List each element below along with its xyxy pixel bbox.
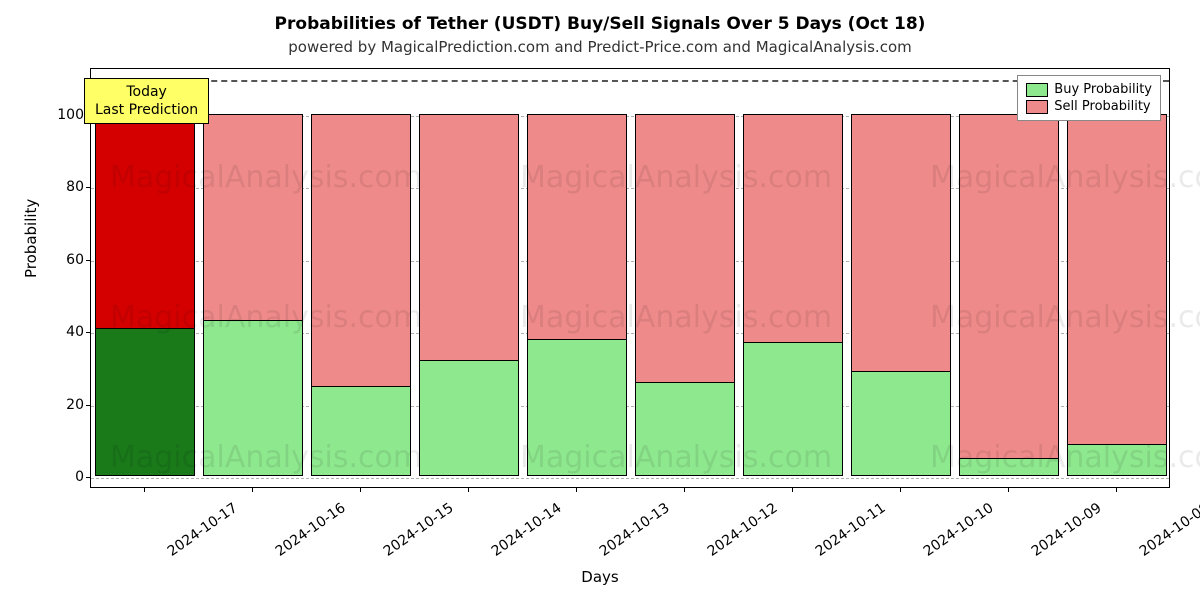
x-tick-mark: [468, 488, 469, 492]
x-tick-label: 2024-10-13: [597, 500, 673, 560]
buy-bar: [743, 342, 842, 476]
legend-item: Sell Probability: [1026, 98, 1152, 115]
y-tick-label: 60: [54, 252, 84, 268]
x-axis-label: Days: [0, 568, 1200, 586]
y-tick-label: 80: [54, 179, 84, 195]
sell-bar: [1067, 114, 1166, 476]
gridline: [91, 478, 1169, 479]
x-tick-mark: [1116, 488, 1117, 492]
legend-label: Sell Probability: [1054, 99, 1150, 114]
x-tick-label: 2024-10-14: [489, 500, 565, 560]
today-line2: Last Prediction: [95, 101, 198, 119]
legend-label: Buy Probability: [1054, 82, 1152, 97]
x-tick-mark: [576, 488, 577, 492]
y-tick-label: 0: [54, 469, 84, 485]
x-tick-label: 2024-10-12: [705, 500, 781, 560]
legend-item: Buy Probability: [1026, 81, 1152, 98]
buy-bar: [635, 382, 734, 476]
chart-title: Probabilities of Tether (USDT) Buy/Sell …: [0, 0, 1200, 34]
x-tick-mark: [360, 488, 361, 492]
x-tick-mark: [144, 488, 145, 492]
y-tick-mark: [86, 477, 90, 478]
today-line1: Today: [95, 83, 198, 101]
x-tick-label: 2024-10-15: [381, 500, 457, 560]
legend-swatch: [1026, 100, 1048, 114]
today-annotation: TodayLast Prediction: [84, 78, 209, 124]
y-tick-mark: [86, 260, 90, 261]
y-tick-label: 20: [54, 397, 84, 413]
chart-subtitle: powered by MagicalPrediction.com and Pre…: [0, 34, 1200, 56]
x-tick-label: 2024-10-08: [1137, 500, 1200, 560]
buy-bar: [1067, 444, 1166, 477]
x-tick-label: 2024-10-10: [921, 500, 997, 560]
x-tick-mark: [252, 488, 253, 492]
x-tick-label: 2024-10-16: [273, 500, 349, 560]
y-tick-mark: [86, 405, 90, 406]
max-reference-line: [91, 80, 1169, 82]
x-tick-mark: [684, 488, 685, 492]
y-tick-mark: [86, 187, 90, 188]
legend-swatch: [1026, 83, 1048, 97]
x-tick-mark: [1008, 488, 1009, 492]
plot-area: Buy Probability Sell Probability: [90, 68, 1170, 488]
legend: Buy Probability Sell Probability: [1017, 75, 1161, 121]
x-tick-mark: [900, 488, 901, 492]
buy-bar: [311, 386, 410, 477]
buy-bar: [851, 371, 950, 476]
x-tick-label: 2024-10-11: [813, 500, 889, 560]
buy-bar: [527, 339, 626, 477]
y-tick-label: 100: [54, 107, 84, 123]
y-tick-mark: [86, 332, 90, 333]
y-axis-label: Probability: [22, 199, 40, 278]
buy-bar: [959, 458, 1058, 476]
y-tick-label: 40: [54, 324, 84, 340]
sell-bar: [959, 114, 1058, 476]
x-tick-label: 2024-10-09: [1029, 500, 1105, 560]
x-tick-mark: [792, 488, 793, 492]
buy-bar: [419, 360, 518, 476]
buy-bar: [203, 320, 302, 476]
buy-bar: [95, 328, 194, 476]
x-tick-label: 2024-10-17: [165, 500, 241, 560]
